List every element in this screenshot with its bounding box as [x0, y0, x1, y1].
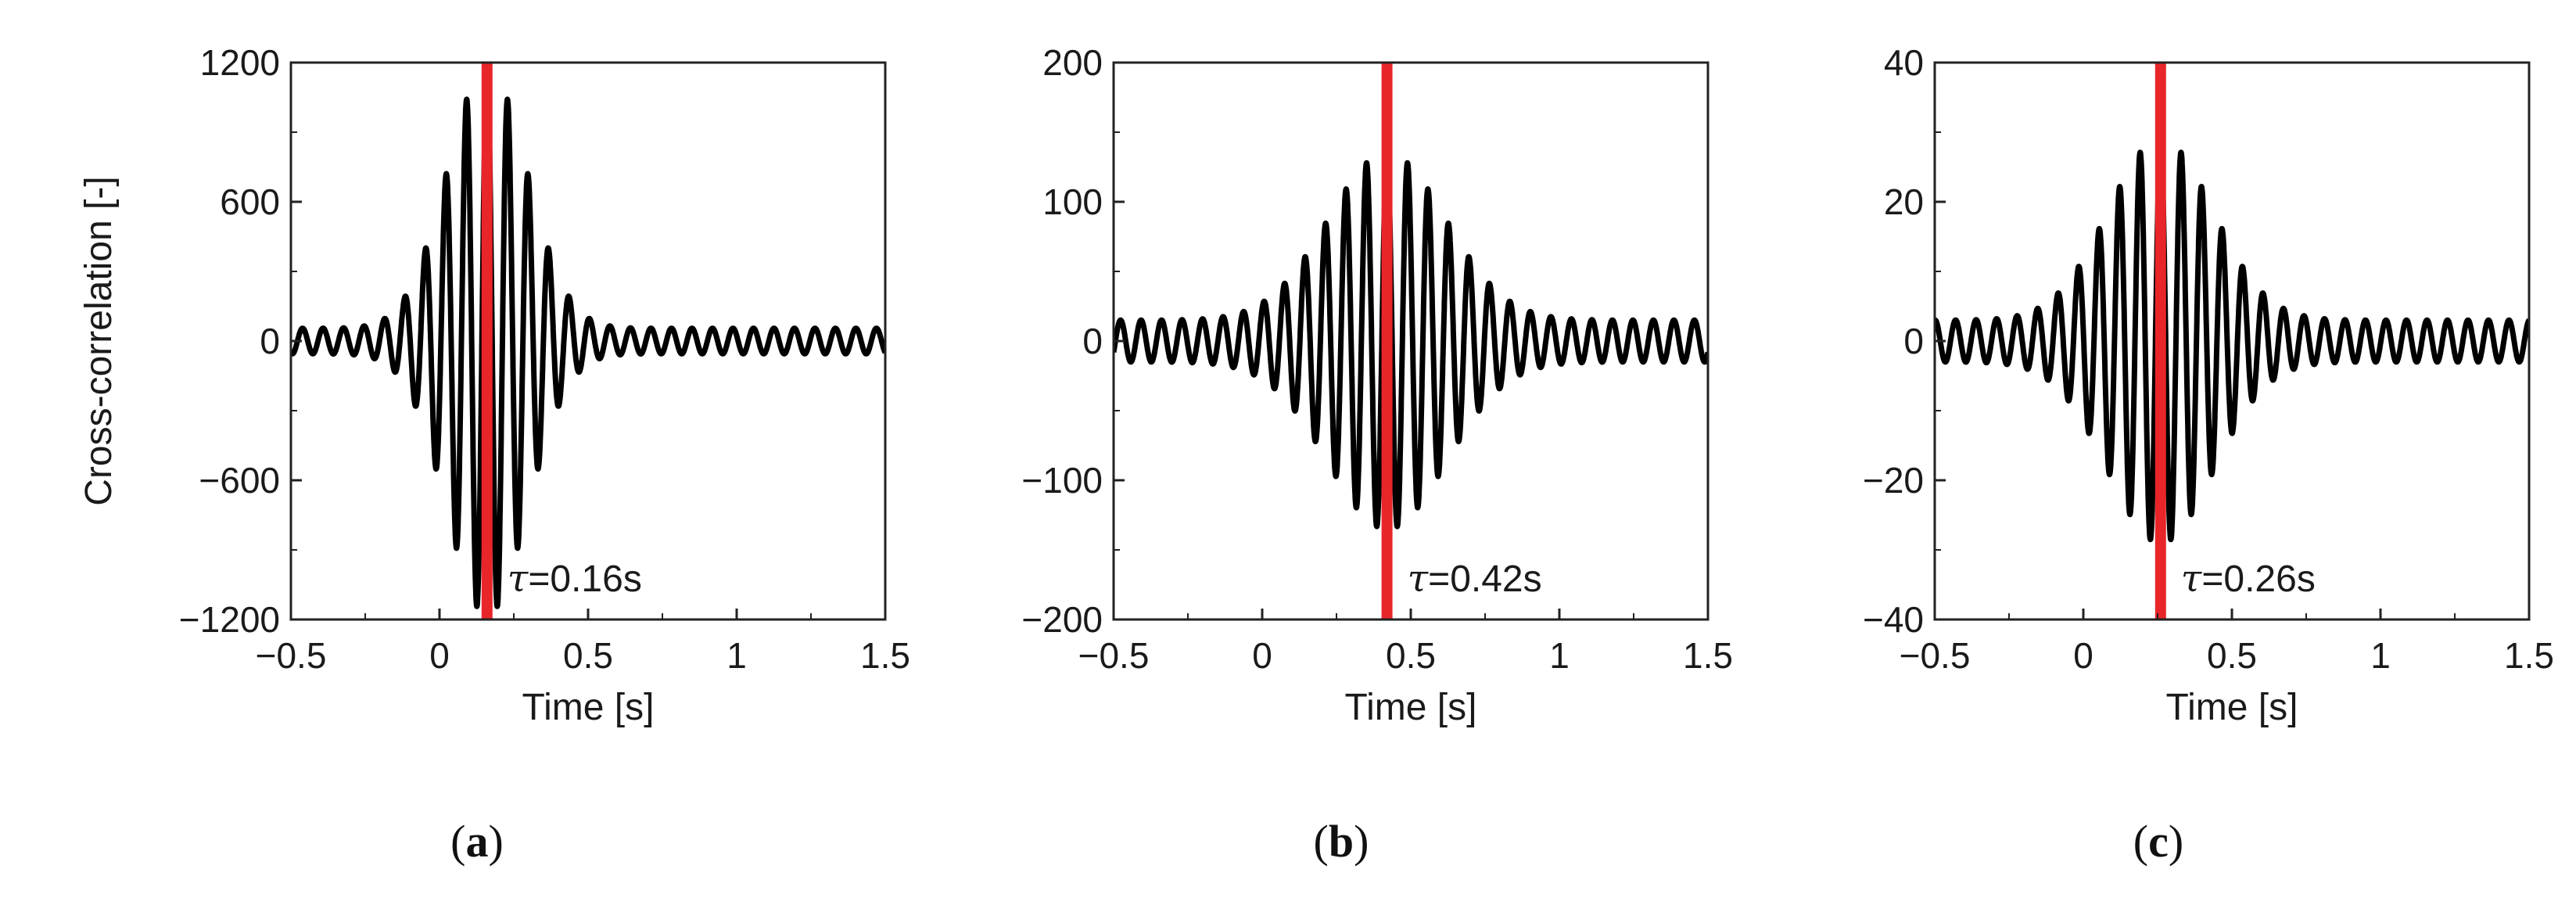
y-tick-label: −40: [1863, 599, 1924, 640]
y-axis-label: Cross-correlation [-]: [78, 176, 120, 505]
series-line: [1114, 150, 1708, 530]
x-axis-label: Time [s]: [1345, 687, 1477, 728]
panel-label: (b): [1314, 816, 1369, 867]
tau-symbol: τ: [508, 557, 529, 601]
y-tick-label: −20: [1863, 460, 1924, 501]
chart-panel-b: −200 −100 0 100 200 −0.5 0 0.5 1 1.5 Time [s] τ=0.4…: [1021, 42, 1733, 867]
series-line: [1935, 136, 2529, 543]
panel-label: (a): [450, 816, 504, 867]
tau-value: =0.42s: [1428, 558, 1541, 600]
x-tick-label: −0.5: [256, 635, 327, 676]
x-tick-label: 0: [1252, 635, 1272, 676]
tau-symbol: τ: [1408, 557, 1430, 601]
x-tick-label: 1: [727, 635, 747, 676]
x-tick-label: 1: [1549, 635, 1570, 676]
y-tick-label: 40: [1884, 42, 1924, 83]
tau-value: =0.16s: [528, 558, 641, 600]
y-tick-label: 600: [220, 181, 280, 222]
x-axis-label: Time [s]: [2166, 687, 2298, 728]
y-tick-label: 0: [1082, 321, 1103, 361]
y-tick-label: 20: [1884, 181, 1924, 222]
x-tick-label: 0.5: [563, 635, 613, 676]
y-tick-label: 100: [1042, 181, 1103, 222]
tau-annotation: τ=0.26s: [2181, 557, 2316, 601]
series-line: [291, 64, 885, 609]
chart-panel-c: −40 −20 0 20 40 −0.5 0 0.5 1 1.5 Time [s] τ=0.26s (c…: [1863, 42, 2554, 867]
chart-panel-a: −1200 −600 0 600 1200 −0.5 0 0.5 1 1.5 Time [s] Cro…: [78, 42, 910, 867]
x-tick-label: −0.5: [1078, 635, 1150, 676]
y-tick-label: 1200: [200, 42, 280, 83]
x-tick-label: 1.5: [2504, 635, 2554, 676]
y-tick-label: −200: [1021, 599, 1103, 640]
tau-annotation: τ=0.16s: [508, 557, 642, 601]
x-tick-label: 1.5: [1683, 635, 1733, 676]
x-tick-label: 1: [2370, 635, 2391, 676]
x-tick-label: 0: [2073, 635, 2093, 676]
x-tick-label: 0.5: [2207, 635, 2257, 676]
y-tick-label: −600: [199, 460, 280, 501]
y-tick-label: −100: [1021, 460, 1103, 501]
y-tick-label: −1200: [179, 599, 280, 640]
x-tick-label: −0.5: [1900, 635, 1971, 676]
tau-symbol: τ: [2181, 557, 2203, 601]
x-axis-label: Time [s]: [522, 687, 655, 728]
y-tick-label: 0: [260, 321, 280, 361]
tau-annotation: τ=0.42s: [1408, 557, 1542, 601]
tau-value: =0.26s: [2201, 558, 2315, 600]
x-tick-label: 0.5: [1386, 635, 1436, 676]
y-tick-label: 0: [1903, 321, 1924, 361]
panel-label: (c): [2133, 816, 2183, 867]
x-tick-label: 1.5: [860, 635, 910, 676]
x-tick-label: 0: [429, 635, 450, 676]
y-tick-label: 200: [1042, 42, 1103, 83]
